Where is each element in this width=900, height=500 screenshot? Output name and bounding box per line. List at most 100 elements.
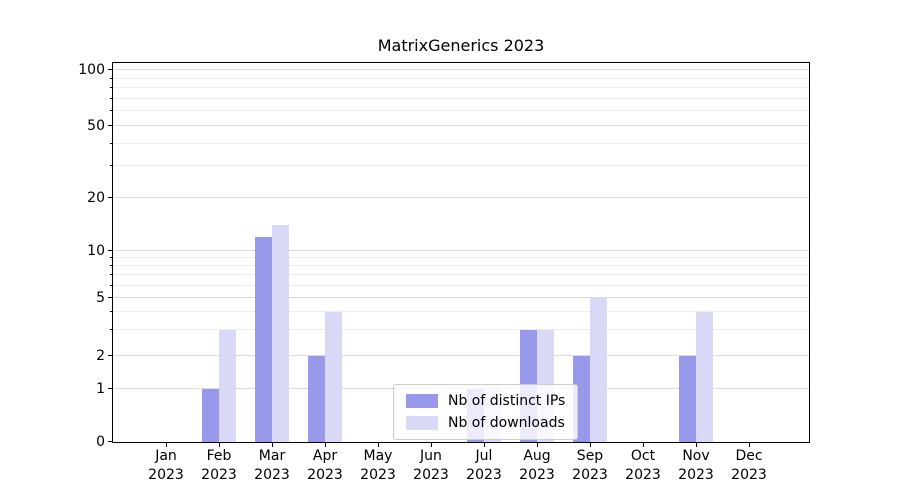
x-axis-tick <box>589 443 591 447</box>
y-axis-minor-tick <box>110 110 112 112</box>
bar-distinct-ips <box>202 389 219 442</box>
x-axis-tick <box>642 443 644 447</box>
y-axis-minor-tick <box>110 165 112 167</box>
x-tick-label: Dec 2023 <box>731 447 767 485</box>
x-tick-month: Feb <box>206 448 232 464</box>
x-tick-month: Aug <box>523 448 551 464</box>
y-axis-major-tick <box>108 125 112 126</box>
legend-label-downloads: Nb of downloads <box>448 415 565 431</box>
x-tick-label: Apr 2023 <box>307 447 343 485</box>
bar-distinct-ips <box>308 356 325 442</box>
y-tick-label: 0 <box>96 434 105 450</box>
bar-downloads <box>696 312 713 442</box>
gridline-minor <box>113 110 809 112</box>
x-tick-month: May <box>363 448 393 464</box>
x-tick-label: May 2023 <box>360 447 396 485</box>
x-tick-year: 2023 <box>519 466 555 483</box>
y-axis-minor-tick <box>110 284 112 286</box>
x-tick-label: Aug 2023 <box>519 447 555 485</box>
gridline-minor <box>113 142 809 144</box>
legend-item-distinct-ips: Nb of distinct IPs <box>406 393 565 409</box>
x-axis-tick <box>430 443 432 447</box>
x-tick-year: 2023 <box>360 466 396 483</box>
y-tick-label: 50 <box>87 118 105 134</box>
gridline-minor <box>113 284 809 286</box>
x-axis-tick <box>377 443 379 447</box>
x-tick-month: Jun <box>420 448 442 464</box>
x-tick-month: Nov <box>682 448 710 464</box>
y-axis-minor-tick <box>110 87 112 89</box>
y-axis-major-tick <box>108 441 112 442</box>
y-axis-minor-tick <box>110 97 112 99</box>
plot-area: Nb of distinct IPs Nb of downloads 0 1 2 5 1… <box>78 62 810 483</box>
x-tick-label: Mar 2023 <box>254 447 290 485</box>
x-axis-tick <box>748 443 750 447</box>
y-axis-minor-tick <box>110 311 112 313</box>
x-axis-tick <box>324 443 326 447</box>
bar-distinct-ips <box>255 237 272 442</box>
bar-downloads <box>325 312 342 442</box>
x-axis-tick <box>165 443 167 447</box>
x-tick-month: Jan <box>155 448 177 464</box>
x-tick-year: 2023 <box>572 466 608 483</box>
gridline-minor <box>113 87 809 89</box>
y-tick-label: 100 <box>78 62 105 78</box>
y-tick-label: 10 <box>87 243 105 259</box>
y-axis-major-tick <box>108 250 112 251</box>
gridline-minor <box>113 77 809 79</box>
x-axis-tick <box>483 443 485 447</box>
y-axis-minor-tick <box>110 257 112 259</box>
y-tick-label: 1 <box>96 381 105 397</box>
gridline-minor <box>113 274 809 276</box>
gridline-major <box>113 69 809 70</box>
x-tick-year: 2023 <box>466 466 502 483</box>
gridline-major <box>113 250 809 251</box>
y-axis-minor-tick <box>110 274 112 276</box>
bar-downloads <box>590 298 607 442</box>
x-tick-month: Mar <box>258 448 286 464</box>
y-axis-major-tick <box>108 388 112 389</box>
x-tick-year: 2023 <box>731 466 767 483</box>
gridline-major <box>113 355 809 356</box>
y-axis-minor-tick <box>110 265 112 267</box>
y-axis-major-tick <box>108 197 112 198</box>
x-tick-year: 2023 <box>254 466 290 483</box>
x-tick-year: 2023 <box>678 466 714 483</box>
y-axis-minor-tick <box>110 77 112 79</box>
gridline-major <box>113 297 809 298</box>
y-axis-major-tick <box>108 355 112 356</box>
gridline-minor <box>113 311 809 313</box>
x-tick-label: Jul 2023 <box>466 447 502 485</box>
bar-distinct-ips <box>679 356 696 442</box>
y-tick-label: 5 <box>96 290 105 306</box>
x-tick-label: Oct 2023 <box>625 447 661 485</box>
x-axis-tick <box>271 443 273 447</box>
x-axis-tick <box>218 443 220 447</box>
y-axis-major-tick <box>108 69 112 70</box>
gridline-minor <box>113 257 809 259</box>
gridline-minor <box>113 329 809 331</box>
x-tick-month: Oct <box>630 448 656 464</box>
gridline-minor <box>113 97 809 99</box>
x-tick-month: Sep <box>576 448 604 464</box>
x-tick-year: 2023 <box>201 466 237 483</box>
gridline-minor <box>113 265 809 267</box>
x-tick-year: 2023 <box>625 466 661 483</box>
legend-item-downloads: Nb of downloads <box>406 415 565 431</box>
chart-title: MatrixGenerics 2023 <box>377 36 545 55</box>
x-tick-year: 2023 <box>413 466 449 483</box>
bar-downloads <box>272 225 289 442</box>
legend: Nb of distinct IPs Nb of downloads <box>393 384 579 440</box>
legend-label-distinct-ips: Nb of distinct IPs <box>448 393 566 409</box>
x-axis-tick <box>536 443 538 447</box>
gridline-major <box>113 197 809 198</box>
x-axis-tick <box>695 443 697 447</box>
gridline-minor <box>113 165 809 167</box>
bar-downloads <box>219 330 236 442</box>
y-axis-major-tick <box>108 297 112 298</box>
legend-swatch-distinct-ips <box>406 394 438 408</box>
x-tick-year: 2023 <box>148 466 184 483</box>
x-tick-month: Apr <box>312 448 338 464</box>
x-tick-label: Feb 2023 <box>201 447 237 485</box>
